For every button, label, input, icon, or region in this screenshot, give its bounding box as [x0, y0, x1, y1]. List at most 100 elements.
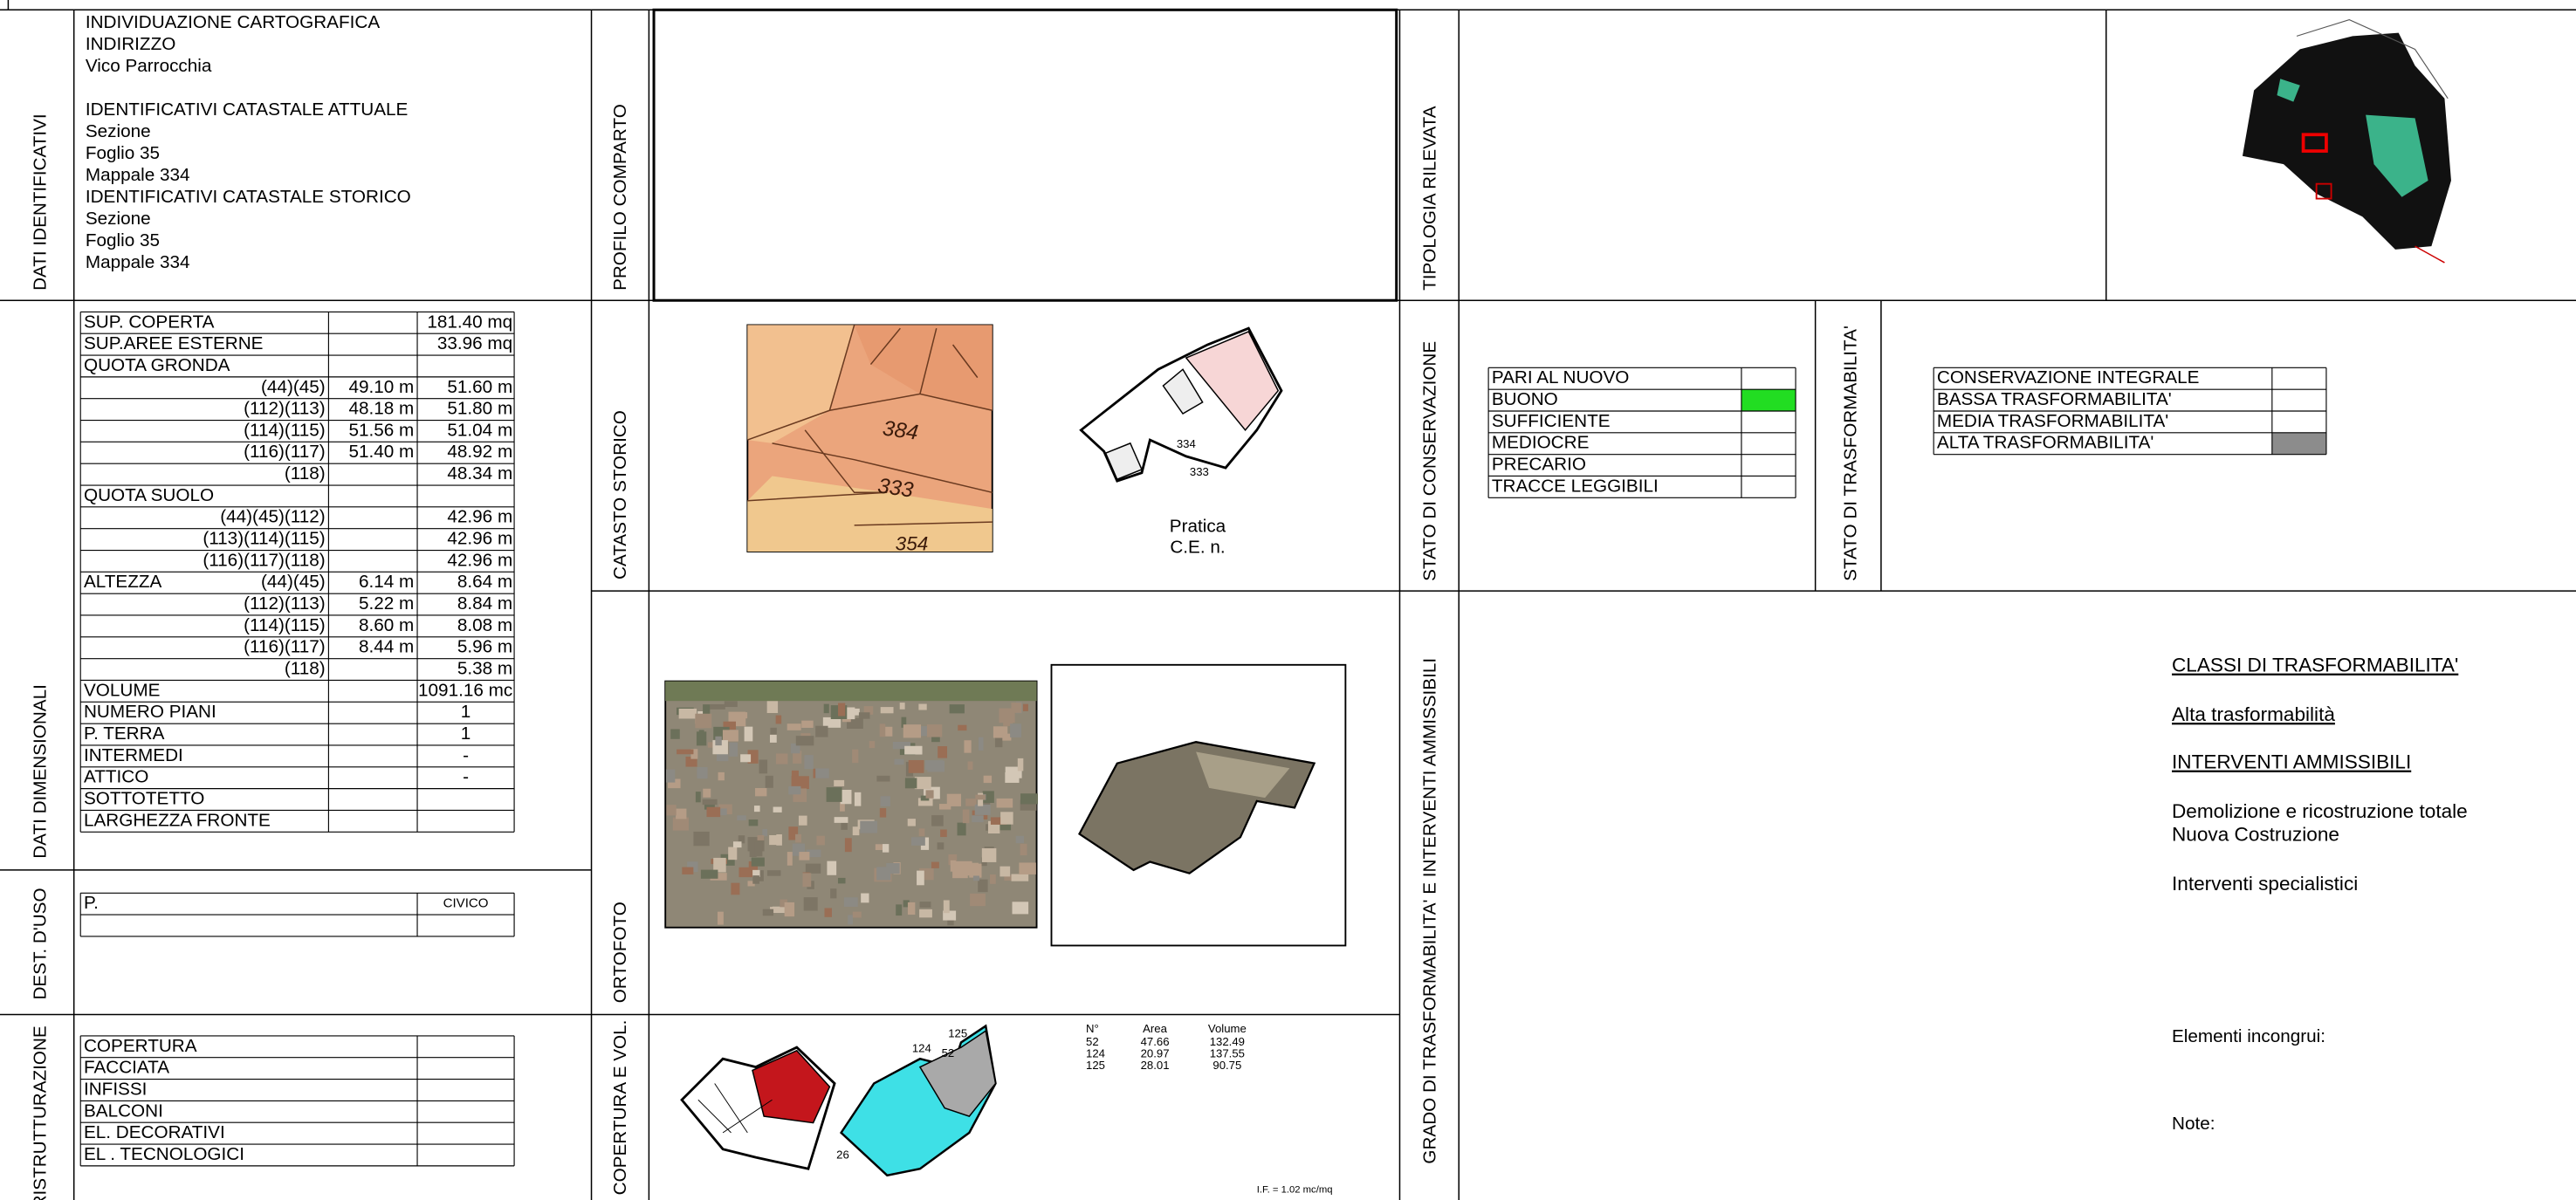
note: Note: [2172, 1114, 2215, 1134]
id-line: IDENTIFICATIVI CATASTALE ATTUALE [86, 99, 408, 120]
row-label: QUOTA GRONDA [84, 355, 230, 375]
photo-tile [1005, 771, 1020, 783]
photo-tile [784, 902, 795, 917]
photo-tile [999, 708, 1015, 723]
photo-tile [718, 771, 725, 781]
row-value: 1091.16 mc [418, 680, 512, 700]
photo-tile [925, 790, 934, 799]
photo-tile [970, 893, 986, 907]
map-blocks [2242, 32, 2451, 250]
row-sub: (116)(117) [244, 442, 326, 462]
photo-tile [805, 863, 821, 874]
sketch-label: 334 [1177, 437, 1196, 450]
map-road [2296, 18, 2449, 99]
section-label: DATI DIMENSIONALI [31, 684, 51, 859]
row-sub: (44)(45) [261, 572, 326, 592]
photo-tile [854, 792, 862, 806]
photo-tile [804, 755, 814, 770]
row-sub: (116)(117)(118) [203, 550, 325, 570]
photo-tile [852, 911, 862, 918]
photo-tile [1020, 843, 1027, 856]
map-parcel [854, 325, 993, 411]
table-cell: 20.97 [1141, 1046, 1170, 1059]
photo-tile [917, 870, 924, 886]
photo-texture [665, 701, 1038, 926]
section-label: CATASTO STORICO [610, 410, 630, 579]
photo-tile [999, 866, 1011, 877]
photo-tile [740, 754, 752, 763]
row-sub: (44)(45) [261, 377, 326, 397]
photo-tile [731, 712, 748, 719]
row-label: P. TERRA [84, 723, 165, 744]
id-line: Sezione [86, 209, 151, 229]
photo-tile [1015, 835, 1025, 844]
photo-tile [780, 899, 787, 908]
photo-tile [677, 749, 694, 755]
photo-tile [799, 852, 810, 861]
row-value: 51.80 m [447, 399, 512, 419]
sketch-lines [697, 1083, 773, 1134]
photo-tile [972, 875, 979, 881]
photo-tile [990, 817, 1007, 825]
photo-tile [770, 727, 777, 735]
map-highlight [2301, 133, 2328, 153]
photo-tile [918, 828, 925, 837]
row-sub: (114)(115) [244, 420, 326, 440]
photo-tile [958, 724, 967, 731]
row-label: INTERMEDI [84, 745, 183, 765]
row-label: INFISSI [84, 1079, 147, 1099]
photo-tile [715, 863, 725, 869]
parcel-sketch [1079, 326, 1283, 483]
photo-tile [802, 873, 812, 888]
section-label: RISTRUTTURAZIONE [31, 1025, 51, 1200]
photo-tile [815, 768, 829, 778]
photo-tile [795, 833, 802, 843]
map-parcel-lines [747, 325, 993, 526]
row-label: ALTA TRASFORMABILITA' [1937, 433, 2154, 453]
photo-tile [1011, 874, 1029, 881]
photo-tile [931, 861, 939, 868]
photo-tile [770, 907, 786, 913]
photo-tile [703, 704, 711, 717]
map-label: 354 [896, 532, 929, 554]
photo-tile [996, 798, 1013, 808]
section-label: PROFILO COMPARTO [610, 104, 630, 291]
indice: I.F. = 1.02 mc/mq [1257, 1185, 1333, 1196]
historic-map [746, 324, 993, 552]
row-label: FACCIATA [84, 1058, 169, 1078]
row-label: SOTTOTETTO [84, 789, 204, 809]
row-sub: (112)(113) [244, 399, 326, 419]
photo-tile [1012, 902, 1029, 915]
photo-tile [788, 826, 799, 840]
map-parcel [747, 325, 855, 443]
photo-tile [710, 873, 727, 881]
photo-tile [947, 915, 954, 926]
row-label: NUMERO PIANI [84, 702, 216, 722]
photo-tile [860, 820, 877, 833]
row-value: 51.60 m [447, 377, 512, 397]
photo-tile [981, 847, 997, 862]
row-value: 1 [461, 723, 471, 744]
photo-tile [738, 867, 753, 878]
photo-tile [834, 817, 848, 823]
photo-tile [1011, 703, 1022, 713]
photo-tile [685, 756, 697, 767]
photo-tile [880, 796, 890, 807]
photo-tile [793, 751, 802, 764]
row-value: 51.40 m [348, 442, 414, 462]
photo-tile [791, 776, 809, 790]
photo-tile [1004, 874, 1015, 881]
photo-tile [1000, 812, 1013, 825]
pratica: Pratica [1170, 516, 1226, 536]
photo-tile [875, 844, 887, 850]
map-green [2366, 114, 2428, 197]
section-label: GRADO DI TRASFORMABILITA' E INTERVENTI A… [1420, 658, 1440, 1164]
map-road [2415, 245, 2445, 264]
photo-tile [907, 902, 916, 915]
photo-tile [698, 730, 704, 743]
photo-tile [757, 834, 765, 840]
photo-tile [908, 759, 924, 773]
row-value: 8.60 m [359, 615, 414, 635]
photo-tile [693, 831, 710, 847]
